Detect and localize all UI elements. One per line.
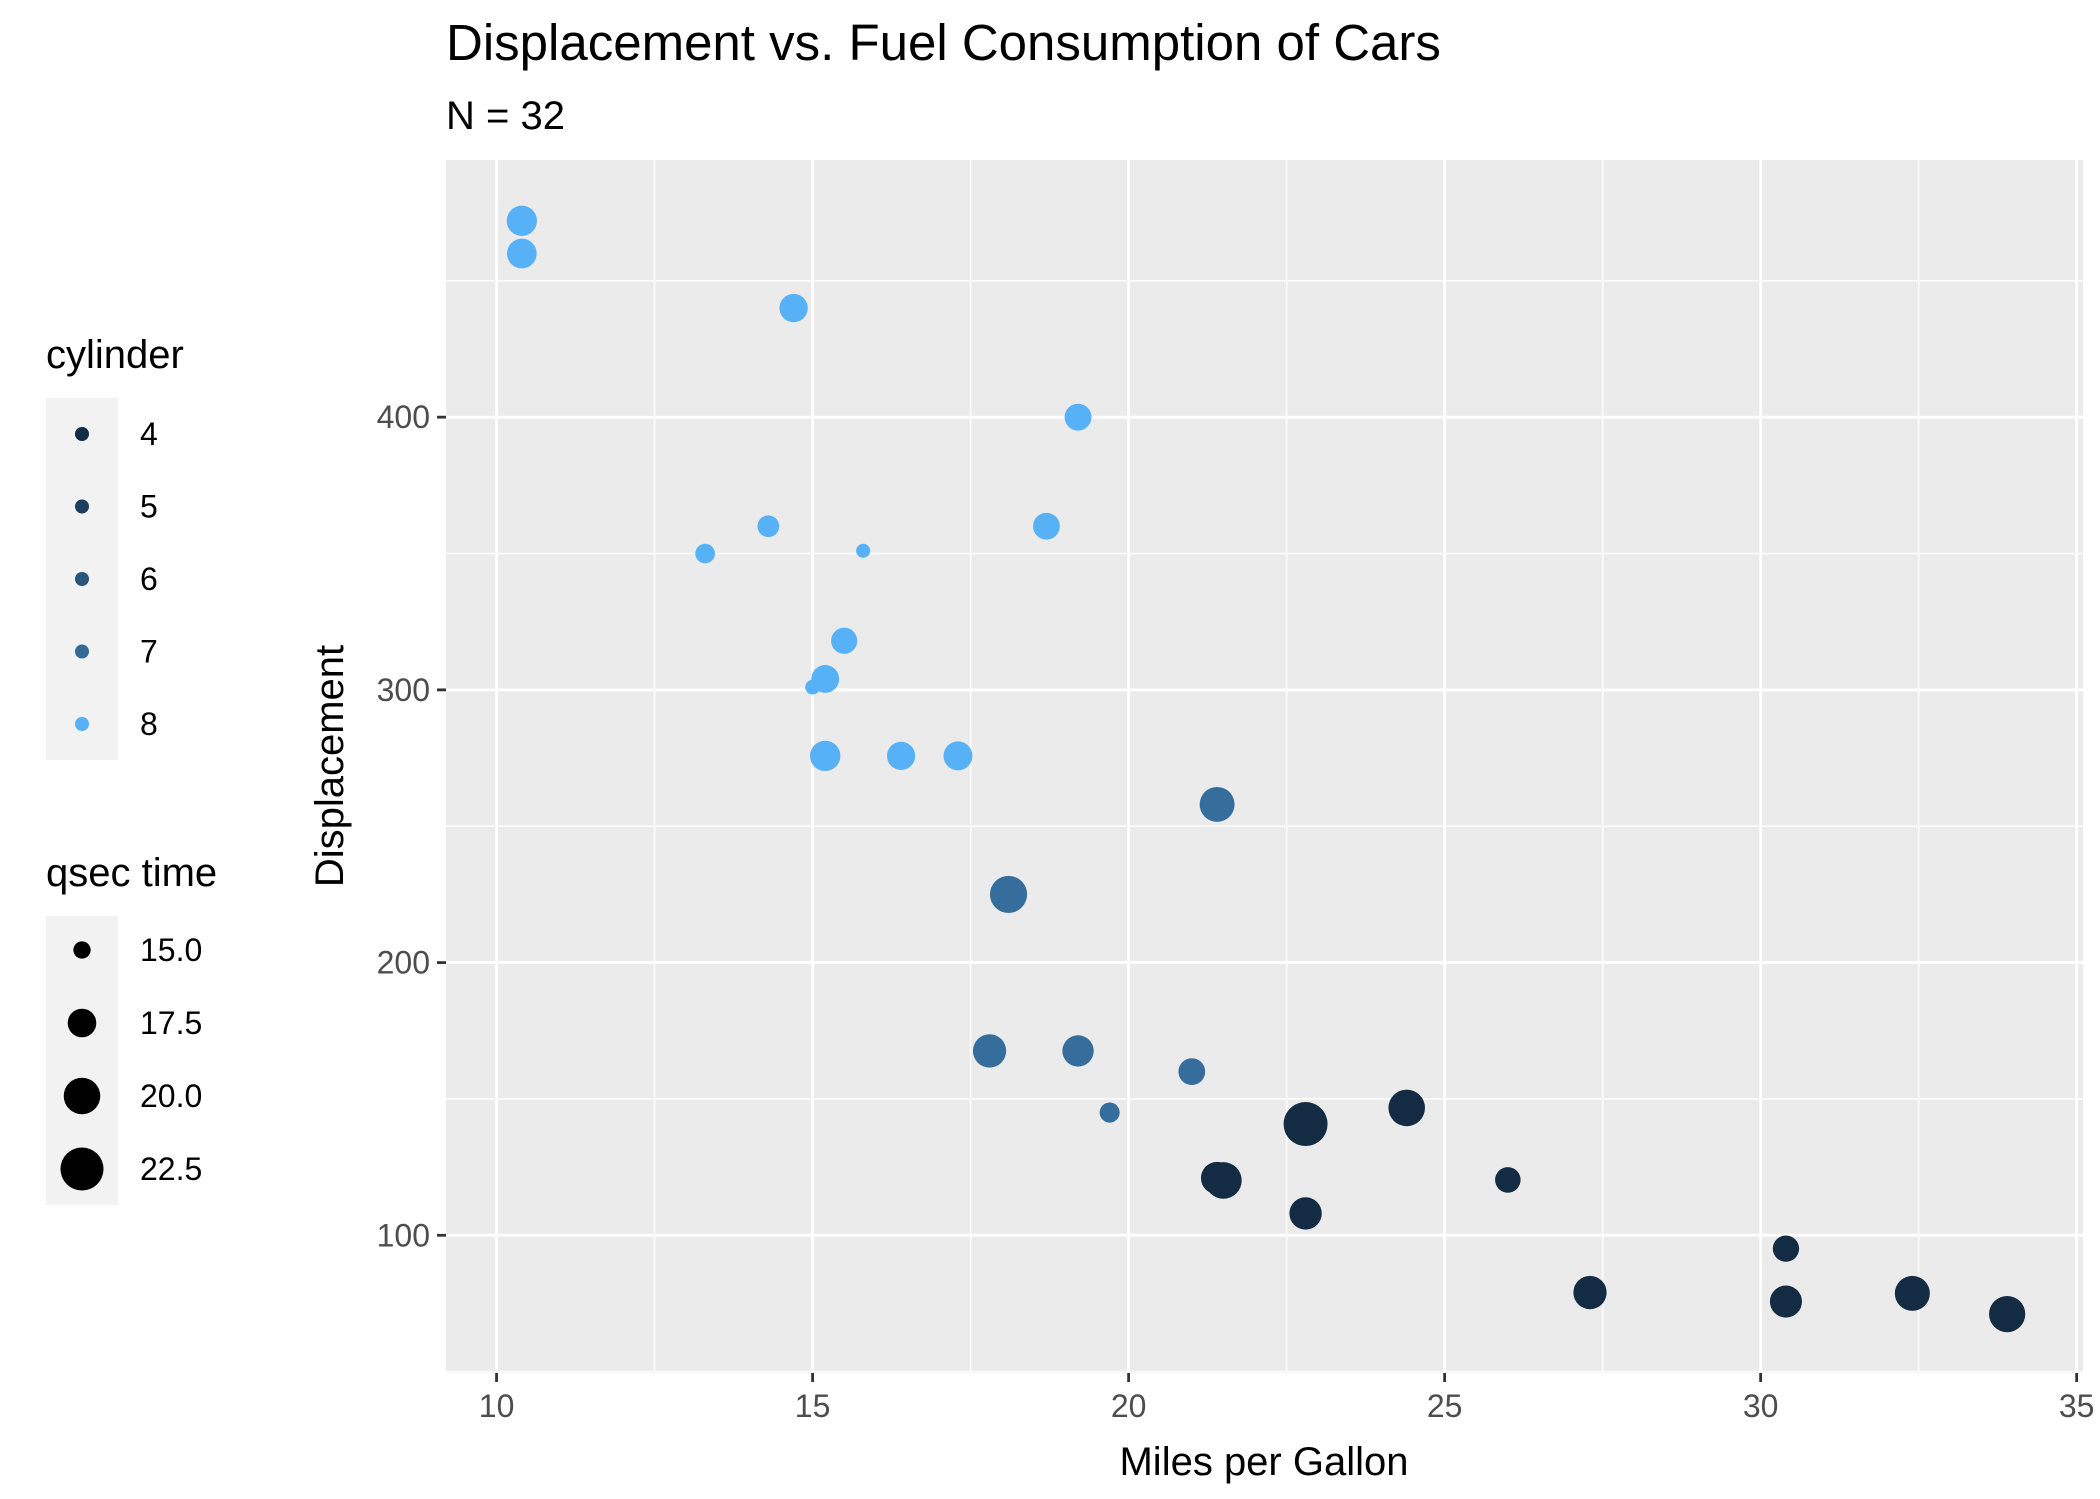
size-legend-key	[63, 1077, 101, 1115]
y-tick-label: 300	[377, 672, 430, 708]
data-point	[1199, 786, 1235, 822]
x-tick-label: 15	[795, 1388, 831, 1424]
minor-gridlines	[446, 160, 2083, 1373]
color-legend: cylinder 4 5 6 7 8	[46, 333, 184, 760]
size-legend-label: 22.5	[140, 1151, 202, 1187]
data-point	[1033, 512, 1060, 540]
data-point	[506, 205, 537, 236]
data-point	[1894, 1275, 1930, 1311]
y-axis-title: Displacement	[308, 645, 352, 887]
chart-title: Displacement vs. Fuel Consumption of Car…	[446, 14, 1441, 71]
data-point	[779, 293, 808, 323]
data-point	[1064, 403, 1092, 431]
x-tick-label: 30	[1743, 1388, 1779, 1424]
size-legend-key	[67, 1008, 97, 1038]
data-point	[1769, 1285, 1802, 1318]
size-legend: qsec time 15.0 17.5 20.0 22.5	[46, 851, 217, 1205]
size-legend-label: 20.0	[140, 1078, 202, 1114]
data-point	[1099, 1102, 1120, 1123]
color-legend-key	[75, 717, 89, 731]
x-tick-label: 25	[1427, 1388, 1463, 1424]
size-legend-key	[60, 1147, 104, 1191]
x-tick-label: 10	[479, 1388, 515, 1424]
data-point	[506, 238, 537, 269]
color-legend-key	[75, 499, 89, 514]
color-legend-key	[75, 572, 89, 586]
size-legend-key	[73, 941, 91, 959]
x-axis-title: Miles per Gallon	[1119, 1440, 1408, 1484]
size-legend-label: 17.5	[140, 1005, 202, 1041]
color-legend-label: 6	[140, 561, 158, 597]
y-tick-label: 100	[377, 1217, 430, 1253]
data-point	[1495, 1167, 1521, 1193]
data-point	[989, 875, 1028, 913]
major-gridlines	[446, 160, 2083, 1373]
data-point	[831, 627, 858, 654]
data-point	[1573, 1275, 1607, 1310]
data-point	[1178, 1058, 1206, 1086]
data-point	[1283, 1102, 1328, 1147]
x-tick-label: 20	[1111, 1388, 1147, 1424]
plot-panel	[446, 160, 2083, 1373]
color-legend-label: 8	[140, 706, 158, 742]
data-point	[757, 515, 780, 538]
data-point	[1772, 1235, 1800, 1262]
data-point	[805, 679, 820, 695]
color-legend-title: cylinder	[46, 333, 184, 377]
data-point	[695, 543, 715, 564]
x-tick-label: 35	[2059, 1388, 2095, 1424]
size-legend-title: qsec time	[46, 851, 217, 895]
data-points	[506, 205, 2026, 1333]
chart-subtitle: N = 32	[446, 94, 565, 138]
data-point	[1200, 1161, 1234, 1195]
data-point	[810, 740, 841, 772]
y-tick-label: 200	[377, 945, 430, 981]
color-legend-label: 5	[140, 489, 158, 525]
color-legend-label: 7	[140, 634, 158, 670]
data-point	[1989, 1295, 2026, 1333]
data-point	[1062, 1035, 1094, 1067]
data-point	[856, 543, 871, 558]
data-point	[972, 1034, 1007, 1068]
size-legend-label: 15.0	[140, 932, 202, 968]
color-legend-key	[75, 427, 89, 441]
color-legend-label: 4	[140, 416, 158, 452]
data-point	[1388, 1089, 1425, 1127]
data-point	[1289, 1197, 1322, 1230]
color-legend-key	[75, 644, 89, 659]
x-axis: 10 15 20 25 30 35	[479, 1373, 2095, 1424]
y-axis: 100 200 300 400	[377, 399, 446, 1253]
data-point	[943, 741, 973, 771]
data-point	[886, 741, 916, 770]
y-tick-label: 400	[377, 399, 430, 435]
